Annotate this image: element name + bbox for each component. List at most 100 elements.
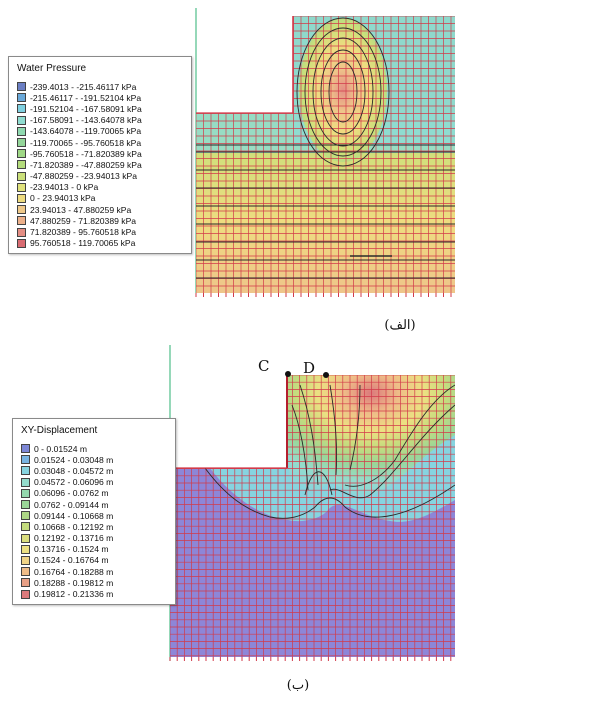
legend-swatch bbox=[17, 115, 26, 125]
legend-item: -47.880259 - -23.94013 kPa bbox=[17, 171, 185, 182]
legend-item: 0 - 23.94013 kPa bbox=[17, 193, 185, 204]
legend-swatch bbox=[21, 500, 30, 510]
legend-item: -167.58091 - -143.64078 kPa bbox=[17, 115, 185, 126]
legend-label: 0.06096 - 0.0762 m bbox=[34, 488, 109, 499]
legend-item: 71.820389 - 95.760518 kPa bbox=[17, 226, 185, 237]
legend-label: -143.64078 - -119.70065 kPa bbox=[30, 126, 142, 137]
legend-item: -239.4013 - -215.46117 kPa bbox=[17, 81, 185, 92]
caption-alef: (الف) bbox=[384, 318, 416, 333]
legend-item: 0.13716 - 0.1524 m bbox=[21, 544, 169, 555]
legend-label: -71.820389 - -47.880259 kPa bbox=[30, 159, 142, 170]
legend-item: 0.03048 - 0.04572 m bbox=[21, 465, 169, 476]
legend-items: 0 - 0.01524 m 0.01524 - 0.03048 m 0.03048 … bbox=[21, 443, 169, 600]
legend-swatch bbox=[21, 455, 30, 465]
legend-label: 0.0762 - 0.09144 m bbox=[34, 499, 109, 510]
legend-label: 0 - 23.94013 kPa bbox=[30, 193, 96, 204]
displacement-bulb bbox=[287, 375, 455, 497]
legend-swatch bbox=[21, 555, 30, 565]
point-d-label: D bbox=[303, 359, 315, 377]
legend-swatch bbox=[21, 444, 30, 454]
legend-label: 0.16764 - 0.18288 m bbox=[34, 566, 114, 577]
point-d-marker bbox=[323, 372, 329, 378]
legend-item: 0.19812 - 0.21336 m bbox=[21, 588, 169, 599]
legend-swatch bbox=[17, 149, 26, 159]
legend-swatch bbox=[17, 104, 26, 114]
legend-swatch bbox=[17, 216, 26, 226]
legend-item: -143.64078 - -119.70065 kPa bbox=[17, 126, 185, 137]
legend-item: 23.94013 - 47.880259 kPa bbox=[17, 204, 185, 215]
legend-label: -239.4013 - -215.46117 kPa bbox=[30, 81, 137, 92]
legend-item: 0.04572 - 0.06096 m bbox=[21, 477, 169, 488]
legend-swatch bbox=[21, 466, 30, 476]
pressure-bulb bbox=[299, 18, 387, 162]
legend-label: -167.58091 - -143.64078 kPa bbox=[30, 115, 142, 126]
legend-swatch bbox=[17, 171, 26, 181]
water-pressure-panel: Water Pressure -239.4013 - -215.46117 kP… bbox=[0, 0, 600, 340]
legend-swatch bbox=[21, 488, 30, 498]
legend-item: 95.760518 - 119.70065 kPa bbox=[17, 238, 185, 249]
point-c-marker bbox=[285, 371, 291, 377]
legend-label: -119.70065 - -95.760518 kPa bbox=[30, 137, 142, 148]
legend-item: -191.52104 - -167.58091 kPa bbox=[17, 103, 185, 114]
legend-label: 0.12192 - 0.13716 m bbox=[34, 533, 114, 544]
legend-label: 0.18288 - 0.19812 m bbox=[34, 577, 114, 588]
legend-label: 0 - 0.01524 m bbox=[34, 443, 88, 454]
xy-displacement-legend: XY-Displacement 0 - 0.01524 m 0.01524 - 0… bbox=[12, 418, 176, 605]
legend-swatch bbox=[17, 182, 26, 192]
bottom-ticks bbox=[169, 657, 452, 661]
legend-label: 0.1524 - 0.16764 m bbox=[34, 555, 109, 566]
legend-label: 23.94013 - 47.880259 kPa bbox=[30, 204, 132, 215]
legend-item: 0.09144 - 0.10668 m bbox=[21, 510, 169, 521]
legend-item: 0.16764 - 0.18288 m bbox=[21, 566, 169, 577]
legend-label: 0.04572 - 0.06096 m bbox=[34, 477, 114, 488]
legend-label: 0.13716 - 0.1524 m bbox=[34, 544, 109, 555]
legend-swatch bbox=[21, 533, 30, 543]
legend-swatch bbox=[17, 126, 26, 136]
legend-swatch bbox=[21, 578, 30, 588]
legend-title: XY-Displacement bbox=[21, 425, 98, 436]
legend-label: 0.10668 - 0.12192 m bbox=[34, 521, 114, 532]
legend-swatch bbox=[17, 193, 26, 203]
legend-swatch bbox=[21, 477, 30, 487]
legend-item: 0.0762 - 0.09144 m bbox=[21, 499, 169, 510]
legend-swatch bbox=[17, 238, 26, 248]
legend-label: 0.01524 - 0.03048 m bbox=[34, 454, 114, 465]
legend-label: 47.880259 - 71.820389 kPa bbox=[30, 215, 137, 226]
legend-swatch bbox=[21, 589, 30, 599]
caption-be: (ب) bbox=[286, 678, 310, 693]
legend-item: 0.01524 - 0.03048 m bbox=[21, 454, 169, 465]
legend-swatch bbox=[17, 227, 26, 237]
legend-swatch bbox=[21, 544, 30, 554]
legend-item: 0.06096 - 0.0762 m bbox=[21, 488, 169, 499]
point-c-label: C bbox=[258, 357, 269, 375]
legend-swatch bbox=[21, 567, 30, 577]
legend-title: Water Pressure bbox=[17, 63, 87, 74]
legend-item: -119.70065 - -95.760518 kPa bbox=[17, 137, 185, 148]
water-pressure-legend: Water Pressure -239.4013 - -215.46117 kP… bbox=[8, 56, 192, 254]
legend-swatch bbox=[17, 93, 26, 103]
legend-swatch bbox=[17, 138, 26, 148]
legend-item: 0 - 0.01524 m bbox=[21, 443, 169, 454]
legend-item: 47.880259 - 71.820389 kPa bbox=[17, 215, 185, 226]
legend-items: -239.4013 - -215.46117 kPa -215.46117 - -… bbox=[17, 81, 185, 249]
legend-item: -71.820389 - -47.880259 kPa bbox=[17, 159, 185, 170]
legend-label: 0.03048 - 0.04572 m bbox=[34, 465, 114, 476]
legend-label: -95.760518 - -71.820389 kPa bbox=[30, 148, 142, 159]
legend-item: 0.10668 - 0.12192 m bbox=[21, 521, 169, 532]
legend-label: 0.09144 - 0.10668 m bbox=[34, 510, 114, 521]
legend-label: -191.52104 - -167.58091 kPa bbox=[30, 103, 142, 114]
legend-item: -95.760518 - -71.820389 kPa bbox=[17, 148, 185, 159]
legend-item: -215.46117 - -191.52104 kPa bbox=[17, 92, 185, 103]
legend-label: 0.19812 - 0.21336 m bbox=[34, 589, 114, 600]
legend-swatch bbox=[17, 82, 26, 92]
legend-swatch bbox=[21, 522, 30, 532]
legend-label: 95.760518 - 119.70065 kPa bbox=[30, 238, 136, 249]
legend-item: -23.94013 - 0 kPa bbox=[17, 182, 185, 193]
legend-label: 71.820389 - 95.760518 kPa bbox=[30, 227, 137, 238]
legend-item: 0.1524 - 0.16764 m bbox=[21, 555, 169, 566]
contour-lines bbox=[196, 17, 455, 279]
bottom-ticks bbox=[195, 293, 452, 297]
legend-swatch bbox=[17, 160, 26, 170]
